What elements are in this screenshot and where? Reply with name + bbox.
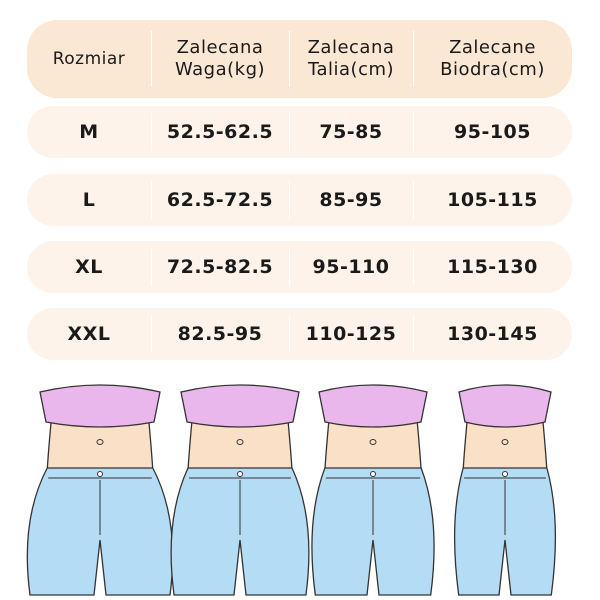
header-weight-line1: Zalecana bbox=[176, 37, 264, 58]
header-hips-line2: Biodra(cm) bbox=[440, 59, 545, 80]
body-figure bbox=[453, 384, 557, 596]
waist-cell: 110-125 bbox=[289, 308, 413, 360]
size-cell: M bbox=[79, 121, 99, 143]
header-size-label: Rozmiar bbox=[52, 49, 126, 69]
hips-cell: 95-105 bbox=[413, 106, 572, 158]
hips-cell: 115-130 bbox=[413, 241, 572, 293]
waist-cell: 75-85 bbox=[289, 106, 413, 158]
waist-cell: 85-95 bbox=[289, 174, 413, 226]
table-row: XXL 82.5-95 110-125 130-145 bbox=[27, 308, 572, 360]
crop-top bbox=[180, 384, 300, 428]
weight-cell: 52.5-62.5 bbox=[151, 106, 289, 158]
table-row: M 52.5-62.5 75-85 95-105 bbox=[27, 106, 572, 158]
navel bbox=[236, 439, 244, 445]
body-figure bbox=[26, 384, 174, 596]
header-hips: Zalecane Biodra(cm) bbox=[413, 20, 572, 98]
table-row: XL 72.5-82.5 95-110 115-130 bbox=[27, 241, 572, 293]
header-waist: Zalecana Talia(cm) bbox=[289, 20, 413, 98]
body-figure bbox=[170, 384, 310, 596]
size-cell: L bbox=[82, 189, 96, 211]
crop-top bbox=[318, 384, 428, 428]
button-icon bbox=[97, 471, 103, 477]
button-icon bbox=[237, 471, 243, 477]
size-cell: XL bbox=[75, 256, 103, 278]
header-waist-line2: Talia(cm) bbox=[307, 59, 395, 80]
navel bbox=[96, 439, 104, 445]
hips-cell: 130-145 bbox=[413, 308, 572, 360]
header-size: Rozmiar bbox=[27, 20, 151, 98]
navel bbox=[369, 439, 377, 445]
crop-top bbox=[458, 384, 552, 428]
waist-cell: 95-110 bbox=[289, 241, 413, 293]
header-hips-line1: Zalecane bbox=[449, 37, 536, 58]
body-shapes-illustration bbox=[26, 384, 557, 596]
size-cell: XXL bbox=[67, 323, 111, 345]
weight-cell: 72.5-82.5 bbox=[151, 241, 289, 293]
button-icon bbox=[502, 471, 508, 477]
button-icon bbox=[370, 471, 376, 477]
hips-cell: 105-115 bbox=[413, 174, 572, 226]
body-figure bbox=[311, 384, 435, 596]
table-row: L 62.5-72.5 85-95 105-115 bbox=[27, 174, 572, 226]
navel bbox=[501, 439, 509, 445]
table-header: Rozmiar Zalecana Waga(kg) Zalecana Talia(c… bbox=[27, 20, 572, 98]
header-waist-line1: Zalecana bbox=[307, 37, 395, 58]
weight-cell: 82.5-95 bbox=[151, 308, 289, 360]
header-weight-line2: Waga(kg) bbox=[174, 59, 266, 80]
header-weight: Zalecana Waga(kg) bbox=[151, 20, 289, 98]
crop-top bbox=[39, 384, 161, 428]
weight-cell: 62.5-72.5 bbox=[151, 174, 289, 226]
